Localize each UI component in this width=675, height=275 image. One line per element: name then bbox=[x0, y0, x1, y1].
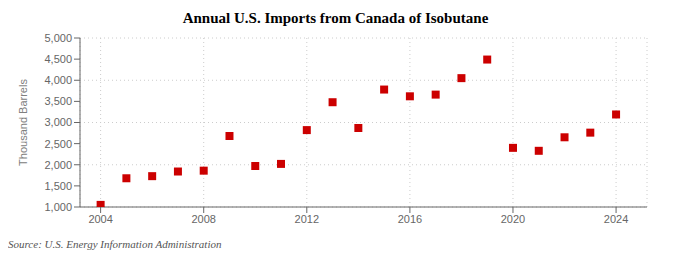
html-text:Source: U.S. Energy Informatio: Source: U.S. Energy Information Administ… bbox=[8, 238, 222, 250]
svg-text:2020: 2020 bbox=[501, 213, 525, 225]
svg-text:2008: 2008 bbox=[191, 213, 215, 225]
svg-text:2,000: 2,000 bbox=[44, 159, 72, 171]
svg-text:1,500: 1,500 bbox=[44, 180, 72, 192]
svg-text:1,000: 1,000 bbox=[44, 201, 72, 213]
svg-text:5,000: 5,000 bbox=[44, 32, 72, 44]
svg-text:2024: 2024 bbox=[604, 213, 628, 225]
svg-text:Thousand Barrels: Thousand Barrels bbox=[17, 79, 29, 166]
svg-text:4,500: 4,500 bbox=[44, 53, 72, 65]
svg-text:4,000: 4,000 bbox=[44, 74, 72, 86]
svg-text:3,000: 3,000 bbox=[44, 116, 72, 128]
svg-text:2016: 2016 bbox=[398, 213, 422, 225]
svg-text:2012: 2012 bbox=[295, 213, 319, 225]
svg-text:2,500: 2,500 bbox=[44, 138, 72, 150]
svg-text:2004: 2004 bbox=[88, 213, 112, 225]
svg-text:3,500: 3,500 bbox=[44, 95, 72, 107]
html-text:Annual U.S. Imports from Canad: Annual U.S. Imports from Canada of Isobu… bbox=[182, 10, 489, 26]
